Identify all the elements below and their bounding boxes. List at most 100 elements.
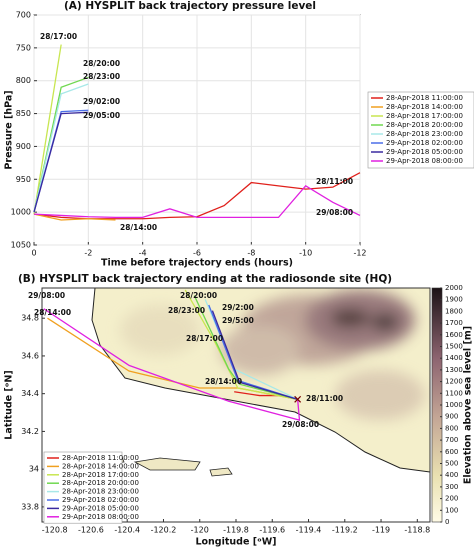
x-tick-label: -119 (372, 526, 390, 535)
legend-label: 28-Apr-2018 17:00:00 (386, 112, 463, 120)
colorbar-tick-label: 1700 (445, 319, 463, 327)
colorbar-tick-label: 1900 (445, 296, 463, 304)
annotation: 28/20:00 (83, 59, 120, 68)
colorbar-tick-label: 600 (445, 448, 458, 456)
x-tick-label: -10 (299, 249, 312, 258)
x-tick-label: -119.4 (296, 526, 322, 535)
y-tick-label: 700 (16, 11, 31, 20)
x-tick-label: -119.6 (259, 526, 285, 535)
legend-box (367, 91, 474, 169)
y-tick-label: 900 (16, 142, 31, 151)
colorbar-tick-label: 100 (445, 506, 458, 514)
colorbar-tick-label: 0 (445, 518, 449, 526)
y-axis-label: Pressure [hPa] (4, 90, 15, 169)
legend-label: 28-Apr-2018 20:00:00 (62, 479, 139, 487)
y-tick-label: 850 (16, 109, 31, 118)
trajectory-line (33, 185, 361, 219)
legend-label: 28-Apr-2018 23:00:00 (386, 130, 463, 138)
x-tick-label: -119.8 (223, 526, 249, 535)
annotation: 28/23:00 (168, 306, 205, 315)
annotation: 29/08:00 (28, 291, 65, 300)
legend-label: 29-Apr-2018 05:00:00 (386, 148, 463, 156)
colorbar-tick-label: 1200 (445, 378, 463, 386)
y-tick-label: 1000 (11, 208, 31, 217)
annotation: 29/08:00 (282, 420, 319, 429)
x-tick-label: -120.2 (151, 526, 177, 535)
trajectory-line (33, 44, 62, 215)
y-axis-label: Latitude [ᵒN] (4, 370, 15, 439)
x-axis-label: Time before trajectory ends (hours) (101, 258, 293, 269)
annotation: 28/17:00 (40, 32, 77, 41)
x-tick-label: -8 (247, 249, 255, 258)
annotation: 29/08:00 (316, 208, 353, 217)
legend-label: 29-Apr-2018 08:00:00 (386, 157, 463, 165)
x-tick-label: -12 (353, 249, 366, 258)
colorbar-tick-label: 200 (445, 495, 458, 503)
annotation: 29/05:00 (83, 111, 120, 120)
colorbar-tick-label: 700 (445, 436, 458, 444)
colorbar-tick-label: 1800 (445, 307, 463, 315)
y-tick-label: 750 (16, 43, 31, 52)
y-tick-label: 34.4 (21, 389, 39, 398)
chart-title: (A) HYSPLIT back trajectory pressure lev… (64, 0, 316, 12)
trajectory-line (33, 83, 89, 213)
chart-title: (B) HYSPLIT back trajectory ending at th… (18, 273, 392, 285)
x-tick-label: -120.8 (42, 526, 68, 535)
annotation: 29/5:00 (222, 316, 254, 325)
annotation: 28/17:00 (186, 334, 223, 343)
x-tick-label: -6 (193, 249, 201, 258)
x-tick-label: -4 (139, 249, 147, 258)
colorbar-label: Elevation above sea level [m] (463, 326, 474, 484)
colorbar-tick-label: 500 (445, 460, 458, 468)
legend-label: 28-Apr-2018 14:00:00 (386, 103, 463, 111)
trajectory-line (33, 111, 89, 213)
annotation: 29/2:00 (222, 303, 254, 312)
colorbar-tick-label: 1600 (445, 331, 463, 339)
x-tick-label: -120 (191, 526, 209, 535)
y-tick-label: 800 (16, 76, 31, 85)
legend-label: 28-Apr-2018 23:00:00 (62, 488, 139, 496)
annotation: 28/14:00 (34, 308, 71, 317)
legend-label: 28-Apr-2018 14:00:00 (62, 462, 139, 470)
legend-label: 28-Apr-2018 20:00:00 (386, 121, 463, 129)
annotation: 28/20:00 (180, 291, 217, 300)
x-tick-label: -2 (84, 249, 92, 258)
legend-box (43, 451, 123, 524)
colorbar-tick-label: 900 (445, 413, 458, 421)
legend-label: 28-Apr-2018 17:00:00 (62, 471, 139, 479)
annotation: 28/14:00 (205, 377, 242, 386)
y-tick-label: 34.2 (21, 427, 39, 436)
annotation: 28/23:00 (83, 72, 120, 81)
x-axis-label: Longitude [ᵒW] (195, 537, 276, 548)
trajectory-line (33, 213, 116, 221)
colorbar-tick-label: 2000 (445, 284, 463, 292)
colorbar-tick-label: 1500 (445, 343, 463, 351)
trajectory-line (211, 310, 298, 400)
annotation: 29/02:00 (83, 97, 120, 106)
annotation: 28/14:00 (120, 223, 157, 232)
legend-label: 29-Apr-2018 02:00:00 (386, 139, 463, 147)
legend-label: 29-Apr-2018 02:00:00 (62, 496, 139, 504)
legend-label: 28-Apr-2018 11:00:00 (386, 94, 463, 102)
x-tick-label: -120.6 (78, 526, 104, 535)
annotation: 28/11:00 (306, 394, 343, 403)
legend-label: 28-Apr-2018 11:00:00 (62, 454, 139, 462)
colorbar-tick-label: 800 (445, 424, 458, 432)
trajectory-line (193, 295, 298, 400)
colorbar-tick-label: 300 (445, 483, 458, 491)
trajectory-line (43, 308, 301, 421)
colorbar-tick-label: 400 (445, 471, 458, 479)
site-marker (294, 395, 302, 403)
x-tick-label: 0 (31, 249, 36, 258)
x-tick-label: -120.4 (114, 526, 140, 535)
colorbar-tick-label: 1300 (445, 366, 463, 374)
y-tick-label: 34.8 (21, 314, 39, 323)
y-tick-label: 34 (29, 465, 39, 474)
colorbar-tick-label: 1400 (445, 354, 463, 362)
colorbar-tick-label: 1100 (445, 389, 463, 397)
annotation: 28/11:00 (316, 177, 353, 186)
legend-label: 29-Apr-2018 05:00:00 (62, 504, 139, 512)
y-tick-label: 33.8 (21, 502, 39, 511)
legend-label: 29-Apr-2018 08:00:00 (62, 513, 139, 521)
